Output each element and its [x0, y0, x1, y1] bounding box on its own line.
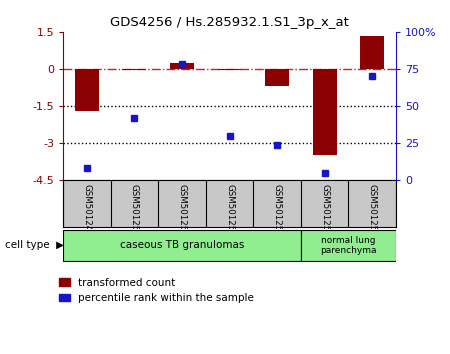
Text: GSM501255: GSM501255 — [368, 184, 377, 237]
Bar — [122, 69, 146, 70]
Bar — [301, 230, 396, 261]
Text: GSM501254: GSM501254 — [320, 184, 329, 237]
Bar — [265, 69, 289, 86]
Text: normal lung
parenchyma: normal lung parenchyma — [320, 236, 377, 255]
Bar — [360, 35, 384, 69]
Bar — [170, 63, 194, 69]
Text: GSM501253: GSM501253 — [273, 184, 282, 237]
Text: cell type  ▶: cell type ▶ — [4, 240, 63, 251]
Bar — [75, 69, 99, 111]
Bar — [313, 69, 337, 155]
Text: GSM501251: GSM501251 — [177, 184, 186, 237]
Text: caseous TB granulomas: caseous TB granulomas — [120, 240, 244, 251]
Title: GDS4256 / Hs.285932.1.S1_3p_x_at: GDS4256 / Hs.285932.1.S1_3p_x_at — [110, 16, 349, 29]
Text: GSM501250: GSM501250 — [130, 184, 139, 237]
Bar — [218, 69, 241, 70]
Legend: transformed count, percentile rank within the sample: transformed count, percentile rank withi… — [59, 278, 254, 303]
Bar — [63, 230, 301, 261]
Text: GSM501252: GSM501252 — [225, 184, 234, 237]
Text: GSM501249: GSM501249 — [82, 184, 91, 236]
